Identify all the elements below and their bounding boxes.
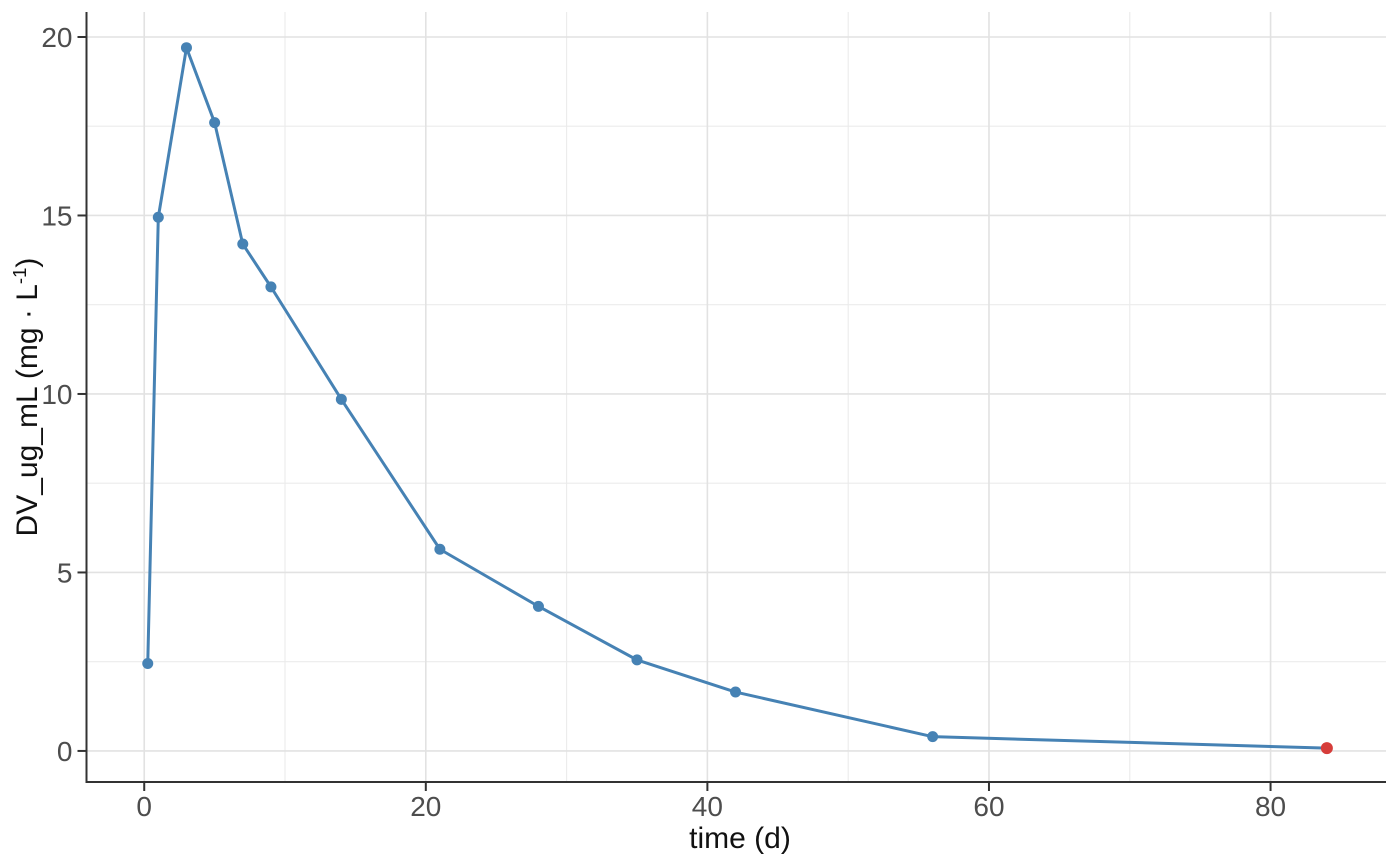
data-point	[237, 238, 249, 250]
x-tick-label: 0	[136, 791, 152, 822]
y-tick-label: 20	[41, 22, 72, 53]
y-axis-title-superscript: -1	[9, 267, 30, 285]
y-tick-label: 5	[57, 557, 73, 588]
y-axis-title: DV_ug_mL (mg · L-1)	[9, 257, 44, 537]
data-point	[180, 42, 192, 54]
x-tick-label: 80	[1255, 791, 1286, 822]
highlight-data-point	[1320, 742, 1333, 755]
data-point	[631, 654, 643, 666]
data-point	[152, 211, 164, 223]
data-point	[142, 657, 154, 669]
data-point	[434, 543, 446, 555]
y-axis-title-close: )	[11, 257, 44, 268]
y-tick-label: 10	[41, 379, 72, 410]
data-point	[532, 600, 544, 612]
data-point	[209, 117, 221, 129]
x-tick-label: 60	[973, 791, 1004, 822]
data-point	[265, 281, 277, 293]
y-axis-title-text: DV_ug_mL (mg · L	[11, 284, 44, 537]
data-point	[927, 731, 939, 743]
y-tick-label: 15	[41, 200, 72, 231]
x-tick-label: 20	[410, 791, 441, 822]
x-axis-title: time (d)	[689, 822, 791, 855]
y-tick-label: 0	[57, 736, 73, 767]
x-tick-label: 40	[692, 791, 723, 822]
data-point	[335, 393, 347, 405]
data-point	[730, 686, 742, 698]
